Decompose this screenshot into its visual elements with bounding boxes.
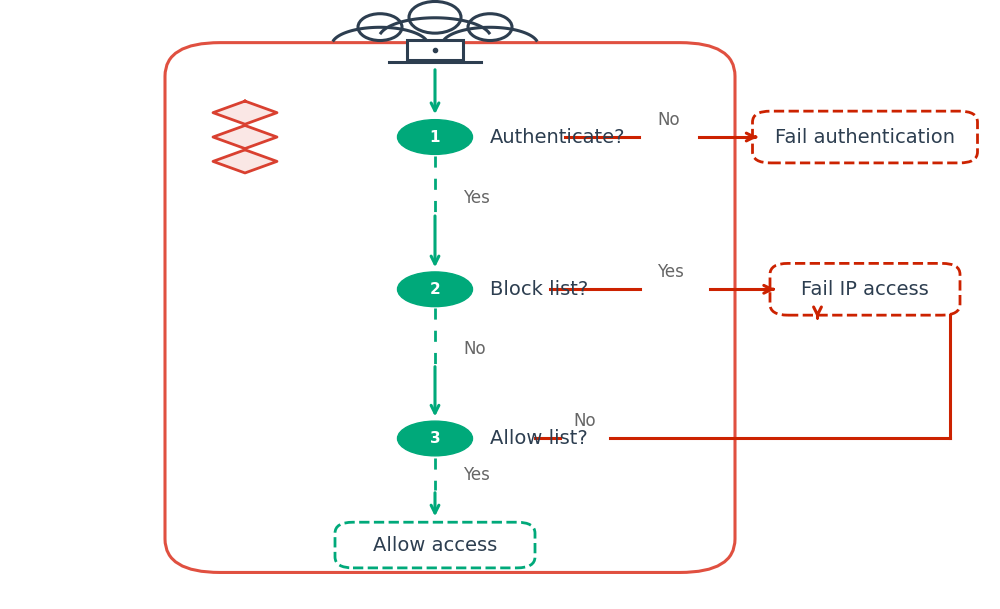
Text: Yes: Yes — [463, 466, 490, 484]
Text: 3: 3 — [430, 431, 440, 446]
Text: Yes: Yes — [657, 263, 683, 281]
Text: No: No — [463, 340, 486, 357]
Circle shape — [468, 14, 512, 41]
Text: 1: 1 — [430, 130, 440, 144]
Text: Block list?: Block list? — [490, 280, 588, 299]
Text: 2: 2 — [430, 282, 440, 297]
Text: Yes: Yes — [463, 189, 490, 207]
Ellipse shape — [398, 421, 473, 456]
Text: Allow access: Allow access — [373, 535, 497, 555]
Text: Allow list?: Allow list? — [490, 429, 588, 448]
Polygon shape — [213, 150, 277, 173]
Text: Fail authentication: Fail authentication — [775, 127, 955, 147]
Ellipse shape — [398, 272, 473, 306]
Text: Authenticate?: Authenticate? — [490, 127, 626, 147]
Polygon shape — [213, 101, 277, 124]
Ellipse shape — [398, 119, 473, 154]
Text: No: No — [657, 111, 680, 129]
Polygon shape — [213, 125, 277, 149]
FancyBboxPatch shape — [407, 40, 463, 60]
Text: No: No — [574, 412, 596, 431]
Circle shape — [409, 1, 461, 33]
Text: Fail IP access: Fail IP access — [801, 280, 929, 299]
Circle shape — [358, 14, 402, 41]
